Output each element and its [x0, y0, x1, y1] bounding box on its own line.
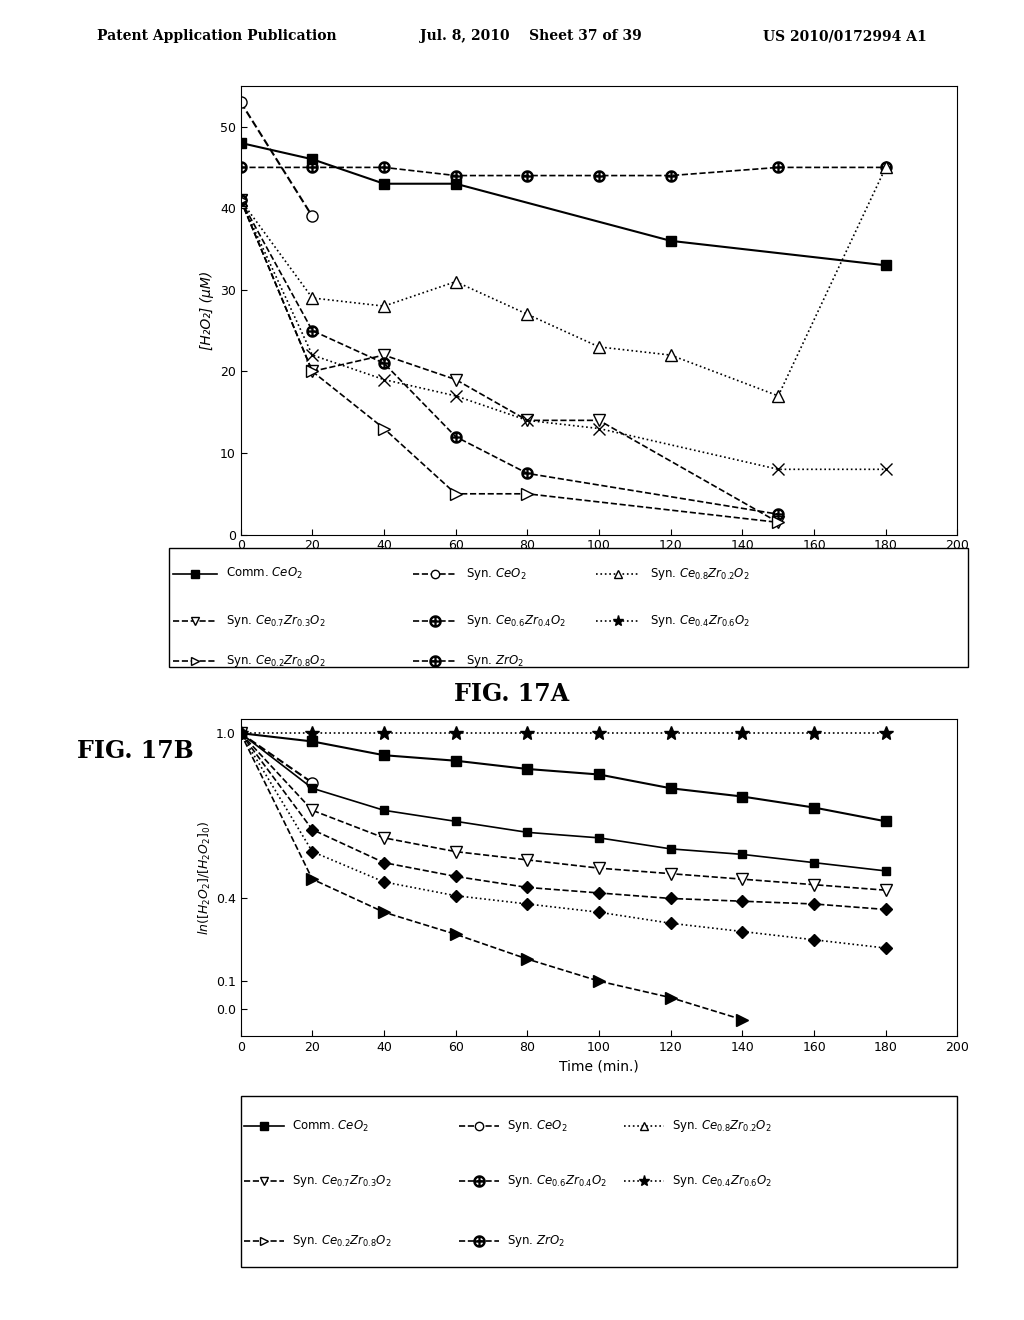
Text: Syn. $\mathit{Ce_{0.8}Zr_{0.2}O_2}$: Syn. $\mathit{Ce_{0.8}Zr_{0.2}O_2}$ [650, 566, 750, 582]
X-axis label: Time (min.): Time (min.) [559, 558, 639, 572]
Text: Syn. $\mathit{Ce_{0.4}Zr_{0.6}O_2}$: Syn. $\mathit{Ce_{0.4}Zr_{0.6}O_2}$ [672, 1173, 772, 1189]
Text: US 2010/0172994 A1: US 2010/0172994 A1 [763, 29, 927, 44]
Text: Syn. $\mathit{Ce_{0.7}Zr_{0.3}O_2}$: Syn. $\mathit{Ce_{0.7}Zr_{0.3}O_2}$ [226, 614, 326, 630]
Y-axis label: $\mathit{ln([H_2O_2]/[H_2O_2]_0)}$: $\mathit{ln([H_2O_2]/[H_2O_2]_0)}$ [197, 821, 213, 935]
Text: FIG. 17A: FIG. 17A [455, 682, 569, 706]
Text: FIG. 17B: FIG. 17B [77, 739, 194, 763]
Text: Jul. 8, 2010    Sheet 37 of 39: Jul. 8, 2010 Sheet 37 of 39 [420, 29, 642, 44]
Text: Syn. $\mathit{Ce_{0.7}Zr_{0.3}O_2}$: Syn. $\mathit{Ce_{0.7}Zr_{0.3}O_2}$ [292, 1173, 392, 1189]
Text: Syn. $\mathit{ZrO_2}$: Syn. $\mathit{ZrO_2}$ [466, 652, 524, 669]
X-axis label: Time (min.): Time (min.) [559, 1060, 639, 1073]
Text: Patent Application Publication: Patent Application Publication [97, 29, 337, 44]
Text: Syn. $\mathit{Ce_{0.4}Zr_{0.6}O_2}$: Syn. $\mathit{Ce_{0.4}Zr_{0.6}O_2}$ [650, 614, 750, 630]
Text: Syn. $\mathit{Ce_{0.8}Zr_{0.2}O_2}$: Syn. $\mathit{Ce_{0.8}Zr_{0.2}O_2}$ [672, 1118, 772, 1134]
Text: Syn. $\mathit{Ce_{0.2}Zr_{0.8}O_2}$: Syn. $\mathit{Ce_{0.2}Zr_{0.8}O_2}$ [292, 1233, 392, 1250]
Text: Syn. $\mathit{ZrO_2}$: Syn. $\mathit{ZrO_2}$ [507, 1233, 565, 1250]
Text: Comm. $\mathit{CeO_2}$: Comm. $\mathit{CeO_2}$ [226, 566, 303, 582]
Text: Comm. $\mathit{CeO_2}$: Comm. $\mathit{CeO_2}$ [292, 1119, 369, 1134]
Text: Syn. $\mathit{CeO_2}$: Syn. $\mathit{CeO_2}$ [507, 1118, 567, 1134]
Text: Syn. $\mathit{Ce_{0.6}Zr_{0.4}O_2}$: Syn. $\mathit{Ce_{0.6}Zr_{0.4}O_2}$ [466, 614, 566, 630]
Y-axis label: [H₂O₂] (μM): [H₂O₂] (μM) [201, 271, 214, 350]
Text: Syn. $\mathit{Ce_{0.6}Zr_{0.4}O_2}$: Syn. $\mathit{Ce_{0.6}Zr_{0.4}O_2}$ [507, 1173, 607, 1189]
Text: Syn. $\mathit{CeO_2}$: Syn. $\mathit{CeO_2}$ [466, 566, 526, 582]
Text: Syn. $\mathit{Ce_{0.2}Zr_{0.8}O_2}$: Syn. $\mathit{Ce_{0.2}Zr_{0.8}O_2}$ [226, 652, 326, 669]
